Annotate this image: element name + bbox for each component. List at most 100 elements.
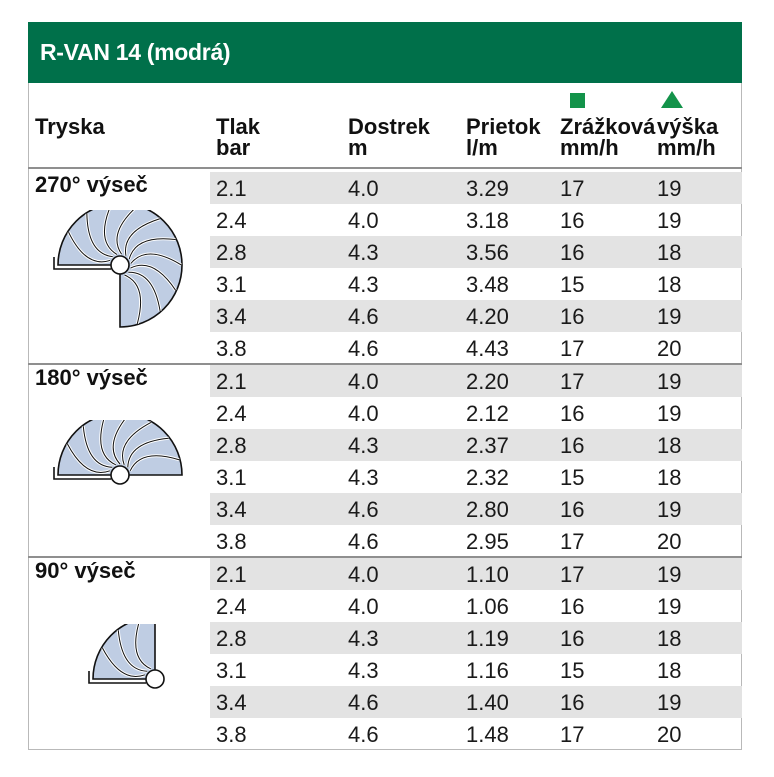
section-title: 270° výseč [35, 172, 148, 197]
table-cell: 20 [657, 529, 682, 554]
column-header-line2: mm/h [657, 135, 716, 160]
table-cell: 17 [560, 176, 585, 201]
column-header-line1: Zrážková [560, 114, 656, 139]
table-cell: 3.18 [466, 208, 509, 233]
table-cell: 4.6 [348, 529, 379, 554]
title-bar [28, 22, 742, 83]
table-cell: 4.3 [348, 272, 379, 297]
table-cell: 4.6 [348, 336, 379, 361]
table-cell: 18 [657, 272, 682, 297]
table-cell: 17 [560, 722, 585, 747]
table-cell: 3.29 [466, 176, 509, 201]
table-cell: 4.3 [348, 240, 379, 265]
table-cell: 18 [657, 240, 682, 265]
table-cell: 4.0 [348, 594, 379, 619]
column-header: Dostrek m [348, 114, 430, 160]
table-cell: 19 [657, 401, 682, 426]
section-divider [28, 556, 742, 558]
table-cell: 3.4 [216, 690, 247, 715]
table-cell: 2.4 [216, 594, 247, 619]
table-cell: 4.0 [348, 562, 379, 587]
table-cell: 18 [657, 433, 682, 458]
table-cell: 2.4 [216, 208, 247, 233]
table-cell: 17 [560, 336, 585, 361]
header-divider [28, 167, 742, 169]
table-cell: 2.8 [216, 626, 247, 651]
column-header-line1: Prietok [466, 114, 541, 139]
table-cell: 16 [560, 401, 585, 426]
row-band [210, 493, 742, 525]
column-header: Tlak bar [216, 114, 261, 159]
row-band [210, 429, 742, 461]
section-title: 180° výseč [35, 365, 148, 390]
table-cell: 2.95 [466, 529, 509, 554]
table-cell: 19 [657, 594, 682, 619]
table-cell: 18 [657, 626, 682, 651]
table-cell: 4.3 [348, 626, 379, 651]
table-cell: 4.6 [348, 497, 379, 522]
table-cell: 2.37 [466, 433, 509, 458]
column-header-line1: Tryska [35, 114, 105, 139]
table-cell: 17 [560, 529, 585, 554]
table-cell: 3.56 [466, 240, 509, 265]
section-title: 90° výseč [35, 558, 136, 583]
nozzle-270-icon [50, 202, 200, 335]
table-cell: 3.1 [216, 465, 247, 490]
section-divider [28, 363, 742, 365]
table-cell: 1.06 [466, 594, 509, 619]
table-cell: 16 [560, 304, 585, 329]
table-cell: 19 [657, 176, 682, 201]
column-header-line1: Dostrek [348, 114, 430, 139]
table-cell: 4.3 [348, 433, 379, 458]
table-cell: 4.6 [348, 304, 379, 329]
table-cell: 3.8 [216, 529, 247, 554]
table-cell: 4.0 [348, 401, 379, 426]
column-header: Zrážková mm/h [560, 114, 656, 160]
table-cell: 16 [560, 626, 585, 651]
column-header-line2: l/m [466, 135, 498, 160]
row-band [210, 236, 742, 268]
table-cell: 3.4 [216, 304, 247, 329]
column-header-line2: m [348, 135, 368, 160]
table-cell: 2.20 [466, 369, 509, 394]
table-cell: 17 [560, 562, 585, 587]
table-cell: 15 [560, 658, 585, 683]
table-cell: 3.8 [216, 722, 247, 747]
table-cell: 1.16 [466, 658, 509, 683]
table-cell: 1.48 [466, 722, 509, 747]
table-cell: 2.80 [466, 497, 509, 522]
row-band [210, 622, 742, 654]
table-cell: 19 [657, 369, 682, 394]
table-cell: 3.48 [466, 272, 509, 297]
table-cell: 18 [657, 465, 682, 490]
table-cell: 20 [657, 722, 682, 747]
table-title: R-VAN 14 (modrá) [40, 39, 231, 65]
table-cell: 4.43 [466, 336, 509, 361]
nozzle-90-icon [85, 616, 235, 749]
table-cell: 20 [657, 336, 682, 361]
table-cell: 4.6 [348, 690, 379, 715]
row-band [210, 172, 742, 204]
table-cell: 2.8 [216, 433, 247, 458]
table-cell: 19 [657, 304, 682, 329]
table-cell: 3.1 [216, 658, 247, 683]
table-cell: 2.1 [216, 176, 247, 201]
table-cell: 17 [560, 369, 585, 394]
table-cell: 1.10 [466, 562, 509, 587]
green-square-icon [570, 93, 585, 108]
table-cell: 4.3 [348, 658, 379, 683]
table-cell: 16 [560, 240, 585, 265]
table-cell: 1.19 [466, 626, 509, 651]
table-cell: 2.8 [216, 240, 247, 265]
table-cell: 15 [560, 272, 585, 297]
table-cell: 3.8 [216, 336, 247, 361]
column-header-line1: výška [657, 114, 719, 139]
column-header-line2: mm/h [560, 135, 619, 160]
column-header-line1: Tlak [216, 114, 261, 139]
table-cell: 2.4 [216, 401, 247, 426]
table-cell: 4.0 [348, 208, 379, 233]
table-cell: 4.20 [466, 304, 509, 329]
table-cell: 15 [560, 465, 585, 490]
table-cell: 16 [560, 690, 585, 715]
table-cell: 4.3 [348, 465, 379, 490]
